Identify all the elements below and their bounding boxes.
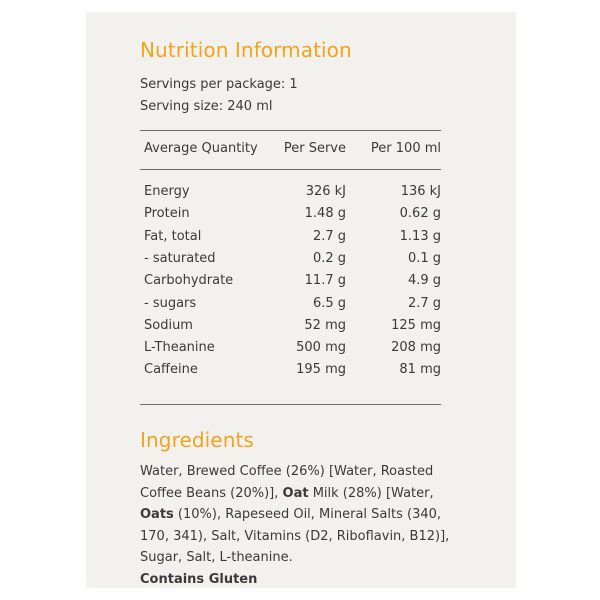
per-serve-value: 326 kJ: [305, 184, 346, 199]
nutrition-title: Nutrition Information: [140, 38, 352, 62]
allergen-statement: Contains Gluten: [140, 571, 258, 587]
per-100ml-value: 2.7 g: [407, 295, 441, 311]
allergen-highlight: Oat: [282, 485, 309, 501]
per-100ml-value: 136 kJ: [400, 184, 441, 199]
table-header-rule: [140, 169, 441, 170]
nutrient-name: Sodium: [144, 317, 193, 333]
ingredients-part: (10%), Rapeseed Oil, Mineral Salts (340,…: [140, 507, 450, 565]
ingredients-part: Water, Brewed Coffee (26%) [Water, Roast…: [140, 464, 434, 501]
column-header-per-100ml: Per 100 ml: [370, 141, 441, 156]
column-header-per-serve: Per Serve: [283, 141, 346, 156]
nutrient-name: Carbohydrate: [144, 273, 234, 289]
per-100ml-value: 0.1 g: [407, 250, 441, 266]
nutrient-name: - sugars: [144, 295, 197, 311]
per-serve-value: 52 mg: [304, 317, 346, 333]
per-serve-value: 11.7 g: [304, 273, 346, 289]
allergen-highlight: Oats: [140, 507, 174, 522]
per-serve-value: 1.48 g: [304, 206, 346, 222]
nutrient-name: Protein: [144, 206, 190, 222]
servings-per-package: Servings per package: 1: [140, 77, 298, 92]
nutrient-name: Fat, total: [144, 228, 202, 244]
per-100ml-value: 1.13 g: [399, 228, 441, 244]
per-100ml-value: 0.62 g: [399, 206, 441, 222]
table-top-rule: [140, 130, 441, 131]
per-100ml-value: 125 mg: [391, 317, 441, 333]
table-bottom-rule: [140, 404, 441, 405]
per-serve-value: 6.5 g: [312, 295, 346, 311]
nutrient-name: Energy: [144, 184, 190, 199]
nutrient-name: L-Theanine: [144, 340, 215, 356]
per-serve-value: 195 mg: [296, 362, 346, 378]
nutrient-name: - saturated: [144, 250, 216, 266]
per-serve-value: 0.2 g: [312, 250, 346, 266]
nutrition-panel: [86, 12, 516, 588]
ingredients-part: Milk (28%) [Water,: [308, 485, 434, 501]
serving-size: Serving size: 240 ml: [140, 99, 273, 114]
per-100ml-value: 208 mg: [391, 340, 441, 356]
ingredients-title: Ingredients: [140, 428, 254, 452]
per-serve-value: 500 mg: [296, 340, 346, 356]
per-100ml-value: 4.9 g: [407, 273, 441, 289]
nutrient-name: Caffeine: [144, 362, 198, 378]
ingredients-text: Water, Brewed Coffee (26%) [Water, Roast…: [140, 461, 460, 590]
column-header-average-quantity: Average Quantity: [144, 141, 258, 156]
per-100ml-value: 81 mg: [399, 362, 441, 378]
per-serve-value: 2.7 g: [312, 228, 346, 244]
